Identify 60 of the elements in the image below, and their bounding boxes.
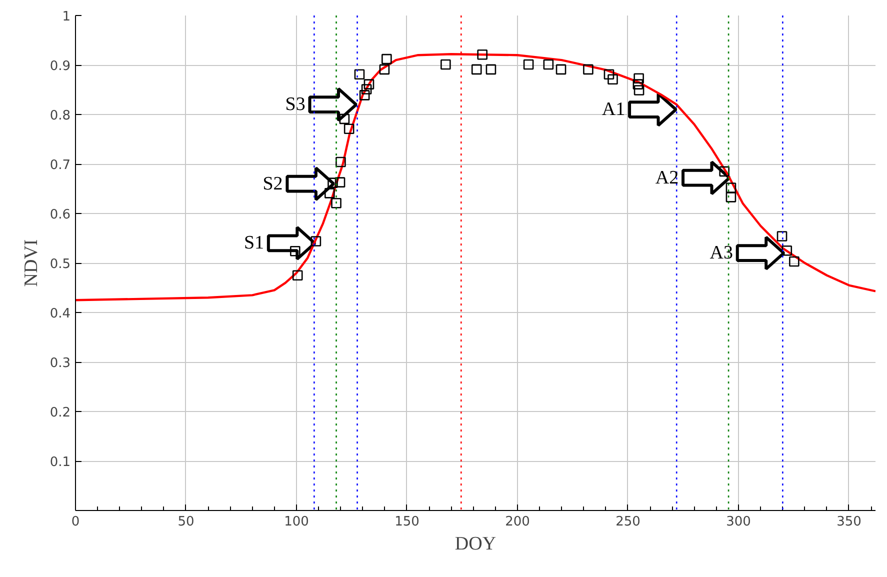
- x-tick-label: 100: [284, 514, 309, 530]
- point: [608, 74, 618, 85]
- y-axis-title: NDVI: [20, 239, 42, 287]
- y-tick-label: 0.8: [50, 108, 71, 124]
- point: [719, 166, 730, 177]
- y-tick-label: 0.9: [50, 59, 71, 74]
- point: [776, 231, 788, 242]
- annotation: S2: [262, 173, 283, 194]
- point: [604, 69, 614, 80]
- point: [292, 270, 303, 281]
- x-tick-label: 250: [616, 514, 640, 530]
- annotation: A3: [710, 242, 733, 264]
- point: [556, 64, 566, 75]
- x-axis-title: DOY: [454, 534, 496, 554]
- x-tick-label: 200: [505, 514, 530, 530]
- point: [344, 124, 354, 134]
- point: [634, 73, 644, 84]
- point: [379, 64, 390, 75]
- point: [523, 59, 534, 70]
- point: [634, 85, 644, 96]
- annotation: S3: [285, 94, 306, 116]
- point: [726, 182, 736, 193]
- point: [782, 245, 792, 256]
- point: [486, 64, 496, 75]
- point: [789, 256, 800, 267]
- point: [440, 59, 451, 70]
- point: [359, 90, 370, 100]
- point: [632, 79, 644, 90]
- point: [334, 177, 346, 188]
- point: [324, 188, 335, 198]
- point: [336, 156, 346, 168]
- annotation: S1: [244, 232, 264, 254]
- point: [471, 64, 482, 75]
- y-tick-label: 0.3: [50, 356, 71, 371]
- x-tick-label: 0: [71, 514, 80, 530]
- annotation: A2: [655, 167, 679, 188]
- point: [382, 54, 392, 64]
- x-tick-label: 300: [726, 514, 751, 530]
- point: [354, 69, 365, 80]
- y-tick-label: 0.5: [50, 257, 71, 272]
- point: [339, 114, 350, 124]
- point: [331, 198, 342, 208]
- point: [361, 84, 372, 94]
- y-tick-label: 0.1: [50, 455, 71, 470]
- annotation: A1: [602, 99, 626, 120]
- point: [310, 236, 322, 246]
- y-tick-label: 1: [62, 10, 71, 24]
- y-tick-label: 0.7: [50, 158, 71, 173]
- point: [364, 79, 374, 90]
- y-tick-label: 0.2: [50, 406, 71, 420]
- point: [290, 246, 300, 256]
- x-tick-label: 350: [836, 514, 862, 530]
- point: [477, 49, 488, 60]
- y-tick-label: 0.4: [50, 306, 71, 322]
- point: [726, 192, 736, 202]
- point: [543, 59, 554, 70]
- y-tick-label: 0.6: [50, 208, 71, 222]
- x-tick-label: 150: [394, 514, 420, 530]
- x-tick-label: 50: [178, 514, 194, 530]
- point: [583, 64, 594, 75]
